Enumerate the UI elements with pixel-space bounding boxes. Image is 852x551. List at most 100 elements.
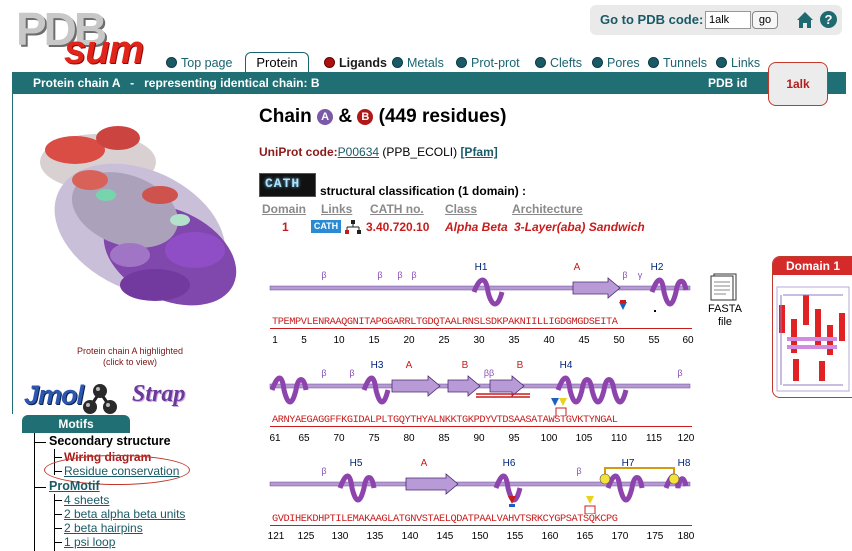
chain-label: Protein chain A - representing identical… xyxy=(33,76,320,90)
uniprot-code-link[interactable]: P00634 xyxy=(337,145,380,159)
home-icon[interactable] xyxy=(796,11,814,29)
rasmol-icon[interactable] xyxy=(82,382,118,416)
pdb-id-value: 1alk xyxy=(786,77,810,91)
domain-topology-thumbnail xyxy=(776,286,850,392)
site-marker-icon xyxy=(551,398,567,406)
ruler-tick: 165 xyxy=(576,531,594,542)
strand-a xyxy=(391,375,441,397)
ruler-tick: 20 xyxy=(403,335,415,346)
promotif-psi-loop-link[interactable]: 1 psi loop xyxy=(64,535,116,549)
promotif-sheets-link[interactable]: 4 sheets xyxy=(64,493,110,507)
cath-header-domain[interactable]: Domain xyxy=(262,202,307,216)
hierarchy-icon[interactable] xyxy=(344,219,362,235)
tree-branch xyxy=(54,494,55,551)
nav-prot-prot[interactable]: Prot-prot xyxy=(456,56,520,70)
pfam-link[interactable]: [Pfam] xyxy=(460,145,498,159)
pdbsum-logo[interactable]: PDB sum xyxy=(14,3,159,72)
nav-top-page[interactable]: Top page xyxy=(166,56,232,70)
ruler-tick: 180 xyxy=(677,531,695,542)
helix-h2 xyxy=(649,277,689,307)
nav-links[interactable]: Links xyxy=(716,56,760,70)
domain-1-box[interactable]: Domain 1 xyxy=(772,256,852,398)
chain-b-badge[interactable]: B xyxy=(357,109,374,125)
chain-a-badge[interactable]: A xyxy=(317,109,334,125)
nav-pores[interactable]: Pores xyxy=(592,56,640,70)
coil-line xyxy=(269,481,691,487)
ss-label: β xyxy=(321,466,327,476)
cath-header-cath-no[interactable]: CATH no. xyxy=(370,202,424,216)
cath-link-badge[interactable]: CATH xyxy=(311,220,341,233)
ss-label: H7 xyxy=(621,458,635,469)
motifs-tab[interactable]: Motifs xyxy=(22,415,130,433)
helix-h4 xyxy=(555,375,629,405)
fasta-file-icon[interactable] xyxy=(708,272,740,302)
motif-tree-line xyxy=(34,433,35,551)
fasta-file-link[interactable]: FASTA file xyxy=(707,303,743,328)
nav-ligands[interactable]: Ligands xyxy=(324,56,387,70)
jmol-logo[interactable]: Jmol xyxy=(24,380,84,410)
promotif-hairpins-link[interactable]: 2 beta hairpins xyxy=(64,521,143,535)
ruler-tick: 95 xyxy=(508,433,520,444)
site-marker-icon xyxy=(619,300,627,310)
ss-label: H8 xyxy=(677,458,691,469)
promotif-bab-link[interactable]: 2 beta alpha beta units xyxy=(64,507,186,521)
cath-logo-text: CATH xyxy=(265,176,301,191)
cath-architecture[interactable]: 3-Layer(aba) Sandwich xyxy=(514,220,645,234)
nav-tunnels[interactable]: Tunnels xyxy=(648,56,707,70)
helix-h3 xyxy=(361,375,391,405)
ruler-tick: 125 xyxy=(297,531,315,542)
ruler-tick: 135 xyxy=(366,531,384,542)
tree-branch xyxy=(34,442,46,443)
ruler-tick: 55 xyxy=(648,335,660,346)
ruler-1 xyxy=(270,328,692,329)
pdb-code-input[interactable] xyxy=(705,11,751,29)
ss-label: β xyxy=(576,466,582,476)
tab-protein[interactable]: Protein xyxy=(245,52,309,72)
cath-header-architecture[interactable]: Architecture xyxy=(512,202,583,216)
ss-label: ββ xyxy=(483,368,495,378)
ss-label: β xyxy=(622,270,628,280)
go-button[interactable]: go xyxy=(752,11,778,29)
ruler-tick: 85 xyxy=(438,433,450,444)
ruler-tick: 120 xyxy=(677,433,695,444)
sequence-row-3: GVDIHEKDHPTILEMAKAAGLATGNVSTAELQDATPAALV… xyxy=(272,513,618,525)
bullet-icon xyxy=(535,57,546,68)
help-icon[interactable]: ? xyxy=(820,11,837,28)
tree-branch xyxy=(54,542,62,543)
ss-label: H1 xyxy=(474,262,488,273)
cath-class[interactable]: Alpha Beta xyxy=(445,220,508,234)
cath-header-class[interactable]: Class xyxy=(445,202,478,216)
strap-logo[interactable]: Strap xyxy=(132,381,186,407)
nav-metals[interactable]: Metals xyxy=(392,56,444,70)
ruler-tick: 121 xyxy=(267,531,285,542)
cath-header-links[interactable]: Links xyxy=(321,202,353,216)
ss-label: A xyxy=(573,262,581,273)
ruler-tick: 150 xyxy=(471,531,489,542)
ruler-tick: 75 xyxy=(368,433,380,444)
helix-h1 xyxy=(471,277,505,307)
highlight-circle xyxy=(44,455,190,485)
strand-a xyxy=(405,473,459,495)
logo-sum-text: sum xyxy=(64,28,144,72)
cath-logo[interactable]: CATH xyxy=(259,173,316,197)
chain-amp: & xyxy=(338,106,353,127)
ss-label: H5 xyxy=(349,458,363,469)
left-panel-border xyxy=(12,94,13,414)
ruler-tick: 10 xyxy=(333,335,345,346)
disulfide-marker-icon xyxy=(668,473,680,485)
tree-branch xyxy=(54,500,62,501)
strand-b2 xyxy=(489,375,525,397)
promotif-link[interactable]: ProMotif xyxy=(49,479,100,493)
protein-structure-image[interactable] xyxy=(20,100,250,330)
strand-a xyxy=(572,277,621,299)
cath-number[interactable]: 3.40.720.10 xyxy=(366,220,430,234)
ss-label: B xyxy=(516,360,524,371)
structure-caption: Protein chain A highlighted (click to vi… xyxy=(76,346,184,367)
chain-title: Chain A & B (449 residues) xyxy=(259,106,506,128)
ruler-tick: 30 xyxy=(473,335,485,346)
bullet-icon xyxy=(648,57,659,68)
pdb-id-box[interactable]: 1alk xyxy=(768,62,828,106)
uniprot-line: UniProt code:P00634 (PPB_ECOLI) [Pfam] xyxy=(259,145,498,159)
goto-label: Go to PDB code: xyxy=(600,12,704,27)
nav-clefts[interactable]: Clefts xyxy=(535,56,582,70)
